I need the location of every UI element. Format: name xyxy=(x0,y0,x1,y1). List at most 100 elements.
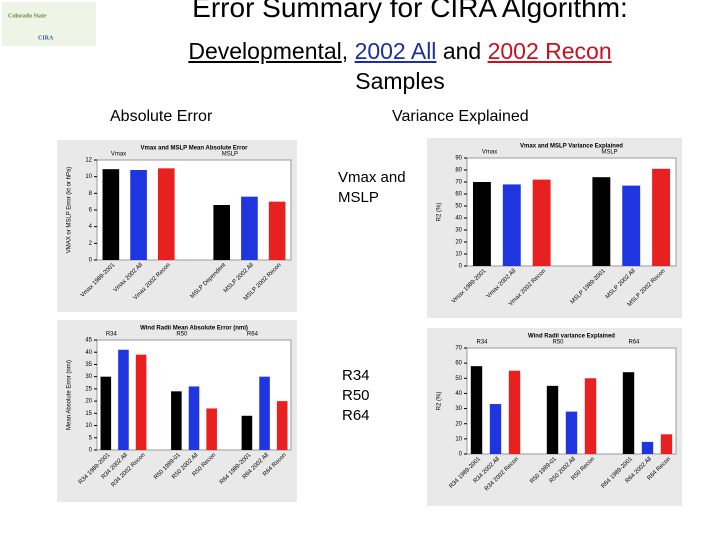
note-top: Vmax and MSLP xyxy=(338,169,406,206)
bar xyxy=(102,169,120,260)
chart: Wind Radii Mean Absolute Error (nmi) Mean… xyxy=(57,320,297,502)
y-tick-label: 30 xyxy=(455,228,462,234)
bar xyxy=(213,205,231,260)
x-tick-label: R34 1989-2001 xyxy=(449,456,483,490)
y-tick-label: 10 xyxy=(85,174,92,180)
group-label: MSLP xyxy=(222,152,238,158)
bar xyxy=(470,366,483,454)
subtitle-part: Samples xyxy=(355,68,445,94)
chart-title: Vmax and MSLP Variance Explained xyxy=(520,144,623,150)
bar xyxy=(276,401,288,450)
chart: Vmax and MSLP Variance Explained R2 (%) 0 1… xyxy=(427,138,682,318)
bar xyxy=(206,408,217,450)
group-label: R64 xyxy=(247,332,259,338)
y-tick-label: 0 xyxy=(89,258,93,264)
subtitle-part: and xyxy=(442,38,482,64)
bar xyxy=(188,386,200,450)
y-axis-label: R2 (%) xyxy=(437,392,443,411)
y-tick-label: 60 xyxy=(455,192,462,198)
y-tick-label: 40 xyxy=(455,216,462,222)
y-tick-label: 90 xyxy=(455,156,462,162)
subtitle-part: , xyxy=(341,38,349,64)
y-tick-label: 25 xyxy=(85,386,92,392)
group-label: R50 xyxy=(553,340,565,346)
bar xyxy=(502,184,521,266)
bar xyxy=(118,349,129,450)
bar xyxy=(472,182,491,266)
y-axis-label: VMAX or MSLP Error (kt or hPa) xyxy=(67,167,73,254)
bar xyxy=(584,378,597,454)
bar xyxy=(157,168,175,260)
group-label: R64 xyxy=(629,340,641,346)
bar xyxy=(171,391,182,450)
bar xyxy=(622,185,641,266)
y-tick-label: 60 xyxy=(455,361,462,367)
subtitle-part: 2002 Recon xyxy=(487,38,612,64)
y-tick-label: 5 xyxy=(89,435,93,441)
bar xyxy=(489,404,502,454)
x-tick-label: Vmax 2002 All xyxy=(486,268,517,299)
y-tick-label: 0 xyxy=(89,448,93,454)
note-line: R64 xyxy=(342,407,370,424)
bar xyxy=(130,170,147,260)
chart-title: Vmax and MSLP Mean Absolute Error xyxy=(140,146,248,152)
y-tick-label: 80 xyxy=(455,168,462,174)
group-label: MSLP xyxy=(601,150,617,156)
slide-subtitle: Developmental, 2002 All and 2002 Recon Sa… xyxy=(100,36,700,96)
x-tick-label: Vmax 1989-2001 xyxy=(451,268,488,305)
chart: Vmax and MSLP Mean Absolute Error VMAX or… xyxy=(57,140,297,312)
y-tick-label: 8 xyxy=(89,191,93,197)
y-tick-label: 0 xyxy=(459,264,463,270)
bar xyxy=(268,201,286,260)
x-tick-label: R34 2002 Recon xyxy=(111,452,147,488)
x-tick-label: Vmax 1989-2001 xyxy=(80,262,117,299)
bar xyxy=(135,354,147,450)
group-label: Vmax xyxy=(111,152,126,158)
x-tick-label: MSLP Dependent xyxy=(190,262,228,300)
bar xyxy=(532,179,551,266)
y-tick-label: 50 xyxy=(455,204,462,210)
y-tick-label: 20 xyxy=(455,240,462,246)
y-tick-label: 20 xyxy=(455,421,462,427)
right-header: Variance Explained xyxy=(392,108,529,125)
y-tick-label: 30 xyxy=(455,406,462,412)
slide-title: Error Summary for CIRA Algorithm: xyxy=(192,0,628,23)
y-tick-label: 12 xyxy=(85,158,92,164)
note-line: R34 xyxy=(342,367,370,384)
group-label: R34 xyxy=(477,340,489,346)
y-tick-label: 20 xyxy=(85,399,92,405)
logo-org: CIRA xyxy=(38,35,54,41)
y-axis-label: R2 (%) xyxy=(437,203,443,222)
x-tick-label: R64 1989-2001 xyxy=(219,452,253,486)
subtitle-part: 2002 All xyxy=(354,38,437,64)
x-tick-label: MSLP 2002 All xyxy=(605,268,637,300)
y-tick-label: 15 xyxy=(85,411,92,417)
y-tick-label: 4 xyxy=(89,224,93,230)
bar xyxy=(241,415,253,450)
y-tick-label: 2 xyxy=(89,241,93,247)
bar xyxy=(641,441,654,454)
logo-name: Colorado State xyxy=(8,13,47,19)
y-tick-label: 10 xyxy=(455,252,462,258)
y-tick-label: 45 xyxy=(85,338,92,344)
bar xyxy=(652,168,671,266)
bar xyxy=(241,196,258,260)
y-tick-label: 70 xyxy=(455,180,462,186)
y-tick-label: 40 xyxy=(455,391,462,397)
x-tick-label: R34 2002 Recon xyxy=(484,456,520,492)
bar xyxy=(546,385,559,454)
group-label: R34 xyxy=(106,332,118,338)
y-tick-label: 40 xyxy=(85,350,92,356)
y-tick-label: 10 xyxy=(455,436,462,442)
logo-bg xyxy=(2,2,96,46)
y-tick-label: 50 xyxy=(455,376,462,382)
logo: Colorado State CIRA xyxy=(2,2,96,46)
subtitle-part: Developmental xyxy=(188,38,342,64)
chart-title: Wind Radii Mean Absolute Error (nmi) xyxy=(140,326,248,332)
note-bottom: R34 R50 R64 xyxy=(342,366,370,426)
bar xyxy=(259,376,270,450)
y-tick-label: 0 xyxy=(459,452,463,458)
bar xyxy=(508,370,521,454)
group-label: Vmax xyxy=(482,150,497,156)
